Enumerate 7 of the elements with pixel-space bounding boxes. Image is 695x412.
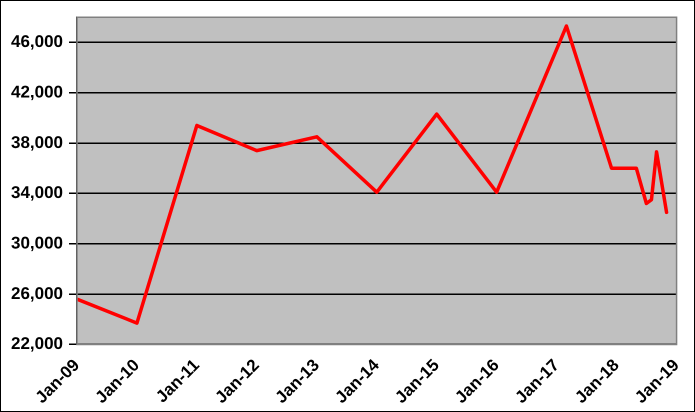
y-tick-label: 30,000 (10, 233, 63, 252)
y-tick-label: 26,000 (10, 284, 63, 303)
y-tick-label: 46,000 (10, 32, 63, 52)
y-tick-label: 38,000 (10, 132, 63, 152)
y-tick-label: 34,000 (10, 183, 63, 202)
y-tick-label: 22,000 (10, 334, 63, 354)
y-tick-label: 42,000 (10, 82, 63, 102)
